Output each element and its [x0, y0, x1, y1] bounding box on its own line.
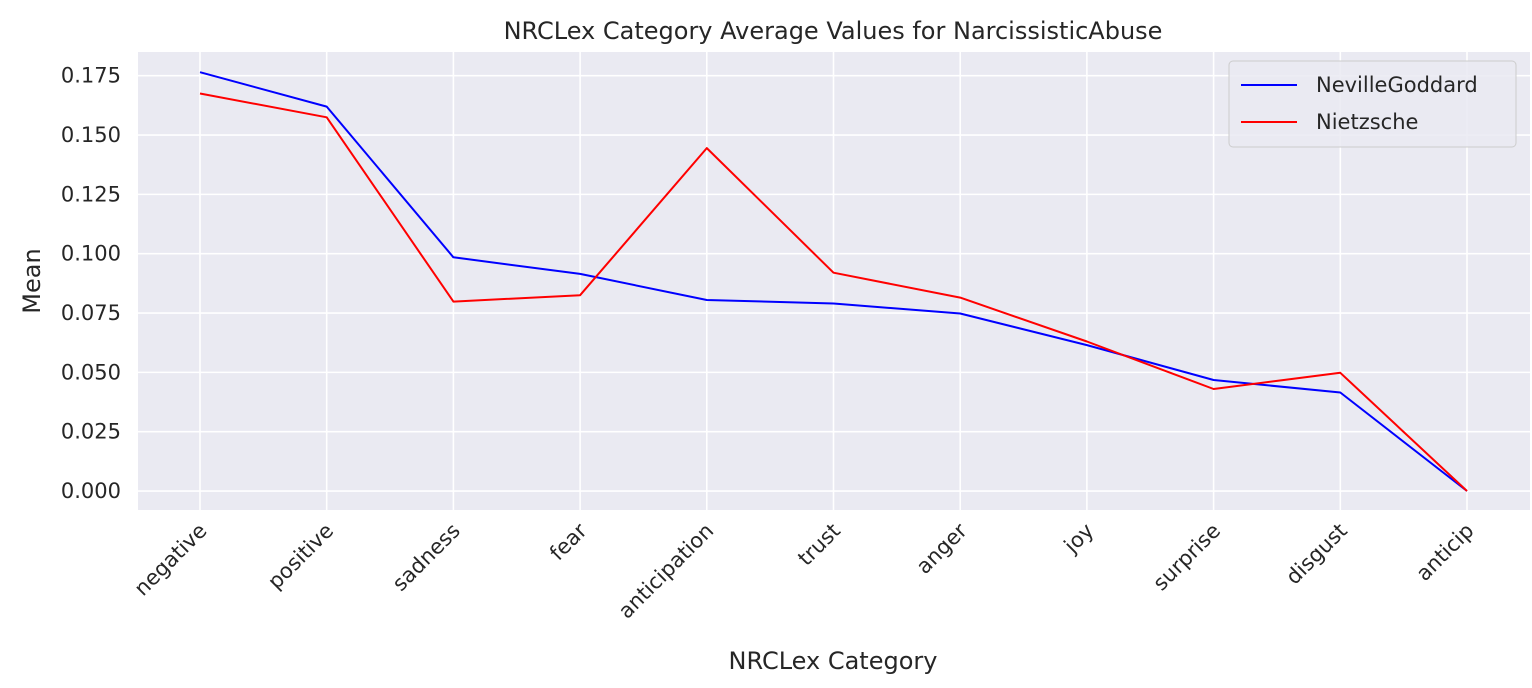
chart-title: NRCLex Category Average Values for Narci…	[504, 17, 1163, 45]
legend-label: NevilleGoddard	[1316, 73, 1478, 97]
y-tick-label: 0.075	[61, 301, 121, 325]
legend-label: Nietzsche	[1316, 110, 1418, 134]
y-tick-label: 0.150	[61, 123, 121, 147]
x-tick-label: anticipation	[614, 519, 719, 624]
y-tick-label: 0.050	[61, 360, 121, 384]
grid-lines	[138, 52, 1530, 510]
y-tick-label: 0.100	[61, 242, 121, 266]
x-tick-label: anger	[912, 518, 972, 578]
x-tick-label: trust	[793, 519, 845, 571]
x-tick-label: surprise	[1148, 519, 1225, 596]
legend-box	[1228, 60, 1517, 148]
x-axis-ticks: negative positive sadness fear anticipation t…	[130, 518, 1479, 623]
x-tick-label: positive	[263, 519, 338, 594]
x-tick-label: anticip	[1411, 519, 1478, 586]
series-line-nietzsche	[199, 92, 1468, 492]
x-tick-label: sadness	[388, 519, 465, 596]
legend: NevilleGoddard Nietzsche	[1228, 60, 1517, 148]
x-tick-label: negative	[130, 519, 212, 601]
y-tick-label: 0.175	[61, 64, 121, 88]
x-axis-label: NRCLex Category	[729, 647, 938, 675]
y-tick-label: 0.000	[61, 479, 121, 503]
y-tick-label: 0.025	[61, 420, 121, 444]
x-tick-label: disgust	[1281, 519, 1352, 590]
y-axis-ticks: 0.000 0.025 0.050 0.075 0.100 0.125 0.150 0.175	[61, 64, 121, 503]
x-tick-label: fear	[545, 518, 592, 565]
series-lines	[199, 71, 1468, 492]
x-tick-label: joy	[1059, 519, 1099, 559]
y-tick-label: 0.125	[61, 182, 121, 206]
y-axis-label: Mean	[18, 248, 46, 313]
